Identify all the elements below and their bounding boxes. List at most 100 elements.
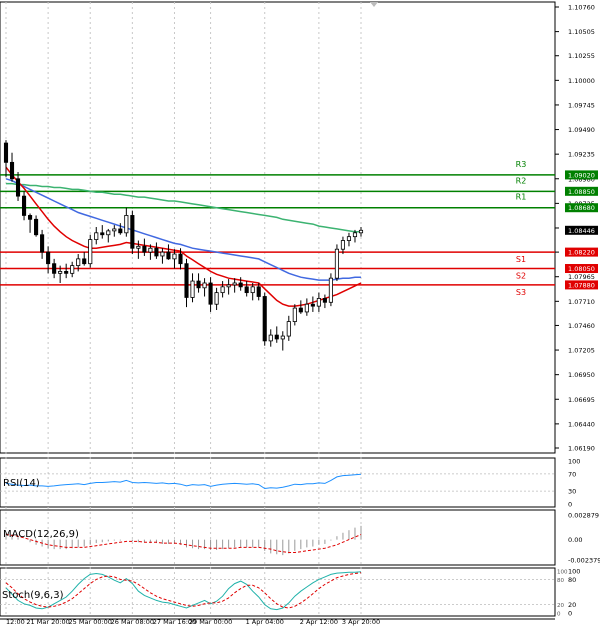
chart-shift-marker-icon [370,2,378,7]
stoch-pane-frame [0,567,556,617]
candle-body [9,161,15,180]
candle-body [352,232,358,238]
candle-body [232,282,237,286]
price-tick-label: 1.10255 [568,52,595,60]
candle-body [262,296,267,342]
candle-body [316,298,321,307]
rsi-tick-label: 30 [568,488,576,496]
price-tick-label: 1.09745 [568,101,595,109]
candle-body [220,286,225,294]
price-tick-label: 1.06440 [568,420,595,428]
candle-body [280,335,285,340]
level-price-badge [565,186,598,196]
price-tick-label: 1.06695 [568,396,595,404]
candle-body [190,280,195,298]
candle-body [268,334,273,342]
candle-body [214,292,219,305]
candle-body [136,245,141,249]
candle-body [358,229,364,234]
rsi-tick-label: 70 [568,470,576,478]
stoch-tick-label-right: 80 [568,576,576,584]
time-axis-label: 21 Mar 20:00 [26,618,69,626]
level-price-label: 1.08680 [568,204,595,212]
stoch-tick-label-left: 20 [557,603,564,609]
candle-body [106,230,111,236]
time-axis-label: 12:00 [6,618,25,626]
candle-body [328,277,333,303]
candle-body [244,286,249,294]
level-name-r3: R3 [516,160,527,169]
level-price-badge [565,264,598,274]
macd-signal-line [5,534,362,553]
macd-tick-label: 0.00 [568,536,582,544]
level-price-label: 1.08050 [568,265,595,273]
candle-body [202,282,207,289]
level-price-badge [565,280,598,290]
rsi-pane-frame [0,457,556,508]
time-axis-label: 2 Apr 12:00 [300,618,338,626]
stoch-tick-label-right: 0 [568,610,572,618]
candle-body [304,303,309,313]
level-price-label: 1.08850 [568,188,595,196]
price-tick-label: 1.06950 [568,371,595,379]
rsi-tick-label: 100 [568,458,580,466]
candle-body [52,263,57,274]
macd-pane-frame [0,509,556,566]
macd-label: MACD(12,26,9) [3,529,79,540]
candle-body [154,247,159,257]
candle-body [184,263,189,298]
time-axis-label: 25 Mar 00:00 [69,618,112,626]
time-axis-label: 1 Apr 04:00 [246,618,284,626]
last-price-label: 1.08446 [568,227,595,235]
candle-body [178,253,183,265]
price-tick-label: 1.07460 [568,322,595,330]
candle-body [46,251,51,265]
candle-body [292,307,297,322]
candle-body [88,239,93,265]
candle-body [40,234,45,253]
stoch-tick-label-right: 100 [568,568,580,576]
level-name-s1: S1 [516,255,526,264]
candle-body [226,284,231,288]
level-name-r1: R1 [516,193,527,202]
last-price-badge [565,225,598,235]
main-pane-frame [0,1,556,454]
price-tick-label: 1.10505 [568,28,595,36]
candle-body [346,236,352,241]
level-name-s3: S3 [516,288,526,297]
candle-body [160,251,165,257]
level-name-r2: R2 [516,176,527,185]
candle-body [15,178,21,197]
price-tick-label: 1.07965 [568,273,595,281]
level-price-label: 1.08220 [568,249,595,257]
rsi-line [5,473,362,490]
candle-body [340,240,346,250]
candle-body [196,280,201,289]
stoch-k-line [5,571,362,611]
price-tick-label: 1.07710 [568,298,595,306]
candle-body [112,228,117,232]
moving-average-slow-line [6,182,361,233]
level-price-label: 1.09020 [568,171,595,179]
candle-body [250,286,255,294]
price-tick-label: 1.06190 [568,445,595,453]
price-tick-label: 1.10000 [568,77,595,85]
candle-body [21,195,27,216]
candle-body [334,248,339,279]
candle-body [172,253,177,260]
candle-body [130,215,135,249]
candle-body [274,334,279,340]
macd-tick-label: -0.002379 [568,557,600,565]
candle-body [238,282,243,288]
candle-body [256,286,261,297]
candle-body [28,215,33,220]
stoch-tick-label-left: 0 [557,612,561,618]
candle-body [142,245,147,253]
candle-body [70,265,75,274]
candle-body [322,298,327,303]
candle-body [3,142,9,163]
stoch-label: Stoch(9,6,3) [2,590,64,601]
candle-body [208,282,213,305]
level-price-label: 1.07880 [568,281,595,289]
